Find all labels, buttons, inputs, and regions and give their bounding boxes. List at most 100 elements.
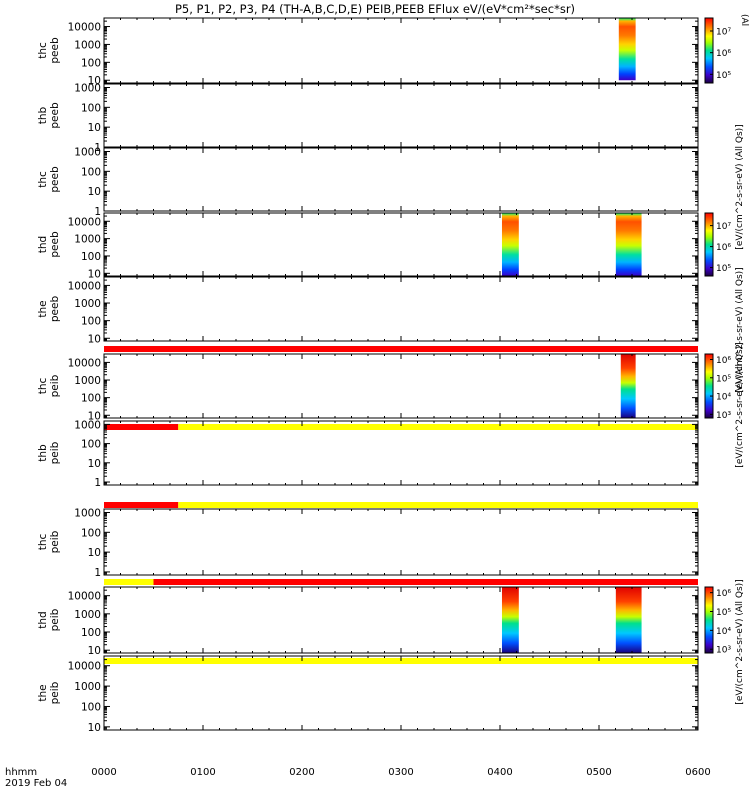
panel-frame xyxy=(103,508,699,576)
status-bar-segment xyxy=(104,502,179,508)
y-tick-label: 10 xyxy=(88,547,101,559)
y-tick-label: 10000 xyxy=(68,661,101,673)
colorbar-label-lower: [eV/(cm^2-s-sr-eV) (All Qs)] xyxy=(735,579,745,704)
y-tick-label: 100 xyxy=(81,102,101,114)
y-tick-label: 100 xyxy=(81,527,101,539)
panel-probe-label: thb xyxy=(37,444,49,462)
time-tick-label: 0400 xyxy=(487,767,512,778)
panel-frame xyxy=(103,655,699,731)
y-tick-label: 1000 xyxy=(74,298,101,310)
colorbar-label-lower-stacked: [eV/(cm^2-s-sr-eV) (All Qs)] xyxy=(735,342,745,467)
colorbar-tick-label: 10⁴ xyxy=(716,627,731,637)
spectrogram-burst xyxy=(615,587,642,653)
y-tick-label: 100 xyxy=(81,57,101,69)
colorbar-label-upper: [eV/(cm^2-s-sr-eV) (All Qs)] xyxy=(735,124,745,249)
y-tick-label: 1000 xyxy=(74,234,101,246)
panel-product-label: peeb xyxy=(49,296,61,323)
y-tick-label: 10000 xyxy=(68,216,101,228)
time-tick-label: 0200 xyxy=(289,767,314,778)
time-axis-row-label-hhmm: hhmm xyxy=(5,767,37,778)
spectrogram-burst xyxy=(620,354,636,418)
y-tick-label: 1 xyxy=(94,206,101,218)
panel-frame xyxy=(103,353,699,419)
y-tick-label: 10 xyxy=(88,268,101,280)
y-tick-label: 10 xyxy=(88,122,101,134)
colorbar-label-upper-stacked: [eV/(cm^2-s-sr-eV) (All Qs)] xyxy=(735,267,745,392)
panel-probe-label: thc xyxy=(37,42,49,59)
colorbar-tick-label: 10⁷ xyxy=(716,222,731,232)
panel-thc-peib: 10 100 1000 10000 thc peib 10⁶ 10⁵ 10⁴ 10³ xyxy=(37,353,731,422)
colorbar-tick-label: 10⁷ xyxy=(716,28,731,38)
y-tick-label: 100 xyxy=(81,701,101,713)
panel-thb-peeb: 1 10 100 1000 thb peeb xyxy=(37,82,699,154)
time-tick-label: 0100 xyxy=(190,767,215,778)
status-bar-segment xyxy=(153,579,698,585)
panel-thd-peib: 10 100 1000 10000 thd peib 10⁶ 10⁵ 10⁴ 10³ xyxy=(37,586,731,657)
panel-product-label: peib xyxy=(49,374,61,397)
y-tick-label: 1000 xyxy=(74,146,101,158)
spectrogram-burst xyxy=(501,587,519,653)
colorbar-label-top-clipped: (Al xyxy=(739,14,749,26)
y-tick-label: 10 xyxy=(88,186,101,198)
y-tick-label: 10 xyxy=(88,645,101,657)
colorbar-tick-label: 10⁵ xyxy=(716,374,731,384)
y-tick-label: 100 xyxy=(81,439,101,451)
y-tick-label: 10000 xyxy=(68,22,101,34)
y-tick-label: 1000 xyxy=(74,39,101,51)
figure-title: P5, P1, P2, P3, P4 (TH-A,B,C,D,E) PEIB,P… xyxy=(175,2,575,16)
colorbar-labels: (Al [eV/(cm^2-s-sr-eV) (All Qs)] [eV/(cm… xyxy=(735,14,749,705)
y-tick-label: 100 xyxy=(81,316,101,328)
colorbar-tick-label: 10⁴ xyxy=(716,393,731,403)
panel-probe-label: thc xyxy=(37,378,49,395)
y-tick-label: 100 xyxy=(81,251,101,263)
y-tick-label: 10 xyxy=(88,75,101,87)
colorbar-tick-label: 10³ xyxy=(716,646,731,656)
time-axis: hhmm 2019 Feb 04 0000 0100 0200 0300 0400 050… xyxy=(5,767,711,789)
y-tick-label: 1000 xyxy=(74,375,101,387)
y-tick-label: 100 xyxy=(81,166,101,178)
y-tick-label: 100 xyxy=(81,393,101,405)
colorbar-tick-label: 10⁵ xyxy=(716,608,731,618)
status-bar-segment xyxy=(104,424,179,430)
panel-product-label: peib xyxy=(49,441,61,464)
y-tick-label: 10 xyxy=(88,333,101,345)
panel-product-label: peib xyxy=(49,681,61,704)
time-tick-label: 0300 xyxy=(388,767,413,778)
colorbar-tick-label: 10⁶ xyxy=(716,356,731,366)
panel-thb-peib: 1 10 100 1000 thb peib xyxy=(37,419,699,489)
panel-frame xyxy=(103,83,699,148)
status-bar-segment xyxy=(178,424,698,430)
panel-probe-label: thd xyxy=(37,611,49,628)
y-tick-label: 1000 xyxy=(74,609,101,621)
panel-probe-label: thb xyxy=(37,106,49,124)
panel-frame xyxy=(103,420,699,486)
colorbar xyxy=(704,17,714,84)
y-tick-label: 10000 xyxy=(68,357,101,369)
panel-probe-label: thc xyxy=(37,534,49,551)
y-tick-label: 10 xyxy=(88,722,101,734)
spectrogram-burst xyxy=(615,213,642,276)
y-tick-label: 1 xyxy=(94,567,101,579)
panel-product-label: peeb xyxy=(49,37,61,64)
panel-product-label: peib xyxy=(49,530,61,553)
colorbar xyxy=(704,353,714,419)
colorbar-tick-label: 10⁵ xyxy=(716,264,731,274)
time-tick-label: 0500 xyxy=(586,767,611,778)
y-tick-label: 1000 xyxy=(74,507,101,519)
time-tick-label: 0600 xyxy=(685,767,710,778)
panel-frame xyxy=(103,276,699,342)
y-tick-label: 10000 xyxy=(68,280,101,292)
panel-product-label: peeb xyxy=(49,231,61,258)
y-tick-label: 100 xyxy=(81,627,101,639)
colorbar-tick-label: 10⁶ xyxy=(716,243,731,253)
panel-probe-label: the xyxy=(37,300,49,317)
spectrogram-burst xyxy=(618,18,636,81)
panel-the-peib: 10 100 1000 10000 the peib xyxy=(37,655,699,734)
panel-probe-label: thd xyxy=(37,236,49,253)
panel-the-peeb: 10 100 1000 10000 the peeb xyxy=(37,276,699,345)
status-bar-segment xyxy=(104,346,698,352)
colorbar-tick-label: 10⁶ xyxy=(716,49,731,59)
colorbar-tick-label: 10⁵ xyxy=(716,71,731,81)
